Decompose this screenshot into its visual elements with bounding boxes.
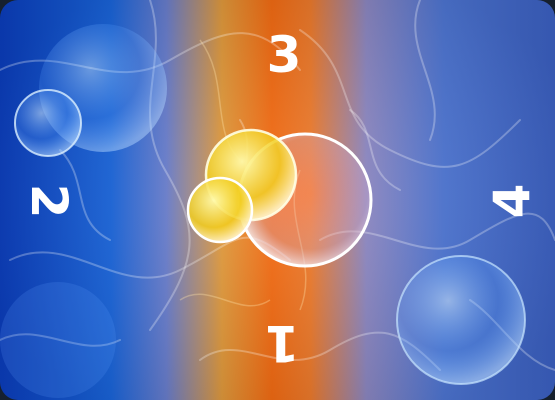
bubble-bottom-left xyxy=(0,282,116,398)
number-top: 3 xyxy=(266,26,302,84)
bubble-small-left xyxy=(14,89,82,157)
number-bottom: 1 xyxy=(264,314,300,372)
number-right: 4 xyxy=(483,183,541,219)
bubble-bottom-right xyxy=(396,255,526,385)
number-left: 2 xyxy=(20,183,78,219)
bubble-yellow-small xyxy=(186,176,254,244)
